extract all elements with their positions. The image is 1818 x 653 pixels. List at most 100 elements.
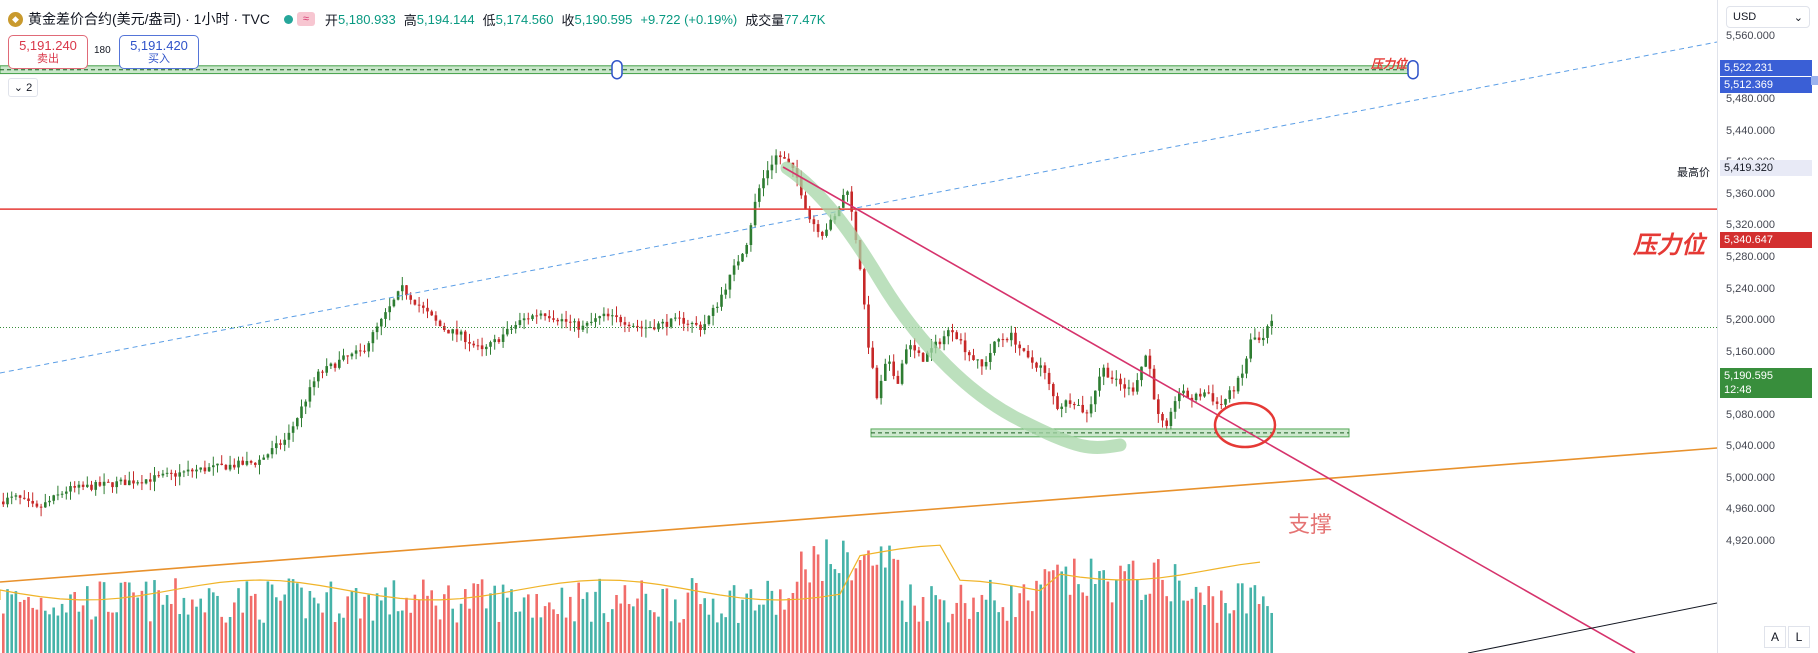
candle-body: [665, 321, 669, 327]
volume-bar: [1052, 570, 1055, 653]
close-label: 收: [561, 12, 575, 28]
chart-canvas[interactable]: ◆ 黄金差价合约(美元/盎司) · 1小时 · TVC ≈ 开 5,180.933…: [0, 0, 1717, 653]
volume-bar: [518, 611, 522, 653]
volume-bar: [590, 621, 593, 653]
candle-body: [115, 481, 118, 488]
volume-bar: [27, 597, 30, 653]
candle-body: [1031, 357, 1034, 363]
volume-bar: [909, 584, 912, 653]
volume-bar: [875, 564, 879, 653]
volume-bar: [321, 612, 324, 653]
volume-bar: [1220, 590, 1223, 653]
candle-body: [455, 329, 459, 335]
volume-bar: [644, 593, 648, 653]
candle-body: [728, 274, 732, 290]
volume-bar: [535, 594, 538, 653]
volume-bar: [963, 603, 967, 653]
buy-button[interactable]: 5,191.420 买入: [119, 35, 199, 69]
volume-bar: [716, 622, 719, 653]
candle-body: [770, 164, 774, 171]
sell-button[interactable]: 5,191.240 卖出: [8, 35, 88, 69]
candle-body: [921, 352, 925, 362]
candle-body: [1194, 393, 1198, 401]
candle-body: [447, 329, 450, 334]
price-tick-label: 5,320.000: [1726, 219, 1775, 232]
volume-bar: [686, 592, 690, 653]
volume-bar: [1144, 594, 1147, 653]
candle-body: [1026, 350, 1030, 358]
candle-body: [699, 324, 702, 331]
volume-bar: [128, 582, 131, 653]
volume-bar: [1131, 560, 1135, 653]
volume-bar: [115, 612, 118, 653]
candle-body: [191, 469, 194, 472]
volume-bar: [552, 609, 555, 653]
sell-label: 卖出: [37, 53, 59, 65]
candle-body: [241, 460, 244, 465]
candle-body: [1165, 420, 1168, 427]
candle-body: [10, 496, 13, 498]
interval: 1小时: [193, 11, 230, 27]
highest-tag: 5,419.320: [1720, 160, 1812, 176]
volume-bar: [388, 614, 391, 653]
volume-bar: [304, 618, 307, 653]
volume-bar: [359, 618, 362, 653]
candle-body: [884, 363, 887, 381]
volume-bar: [1228, 613, 1231, 653]
volume-bar: [375, 593, 379, 653]
candle-body: [653, 327, 656, 330]
candle-body: [854, 211, 858, 241]
volume-bar: [510, 589, 513, 653]
volume-bar: [745, 593, 748, 653]
volume-bar: [157, 590, 160, 653]
price-chart[interactable]: [0, 0, 1717, 653]
candle-body: [753, 201, 757, 226]
candle-body: [86, 484, 89, 487]
volume-bar: [564, 617, 568, 653]
currency-selector[interactable]: USD ⌄: [1726, 6, 1810, 28]
volume-bar: [107, 611, 110, 653]
symbol-title[interactable]: 黄金差价合约(美元/盎司) · 1小时 · TVC: [28, 11, 270, 27]
volume-bar: [417, 600, 421, 653]
volume-bar: [1035, 580, 1038, 653]
resistance-tag: 5,340.647: [1720, 232, 1812, 248]
candle-body: [1207, 392, 1210, 394]
volume-bar: [1001, 607, 1005, 653]
volume-bar: [94, 616, 97, 653]
bar-countdown: 12:48: [1724, 384, 1752, 396]
candle-body: [149, 479, 152, 482]
volume-bar: [220, 616, 223, 653]
volume-bar: [1236, 583, 1240, 653]
candle-body: [90, 484, 93, 490]
data-source: TVC: [241, 11, 270, 27]
candle-body: [1199, 393, 1202, 397]
candle-body: [1127, 387, 1131, 389]
candle-body: [997, 339, 1000, 342]
log-scale-button[interactable]: L: [1788, 626, 1810, 648]
candle-body: [648, 327, 652, 329]
candle-body: [346, 355, 349, 357]
price-axis[interactable]: USD ⌄ 5,560.0005,520.0005,480.0005,440.0…: [1717, 0, 1818, 653]
indicators-collapse-button[interactable]: ⌄ 2: [8, 78, 38, 97]
volume-bar: [438, 619, 442, 653]
candle-body: [140, 482, 144, 484]
candle-body: [980, 359, 984, 367]
candle-body: [1257, 337, 1261, 341]
volume-bar: [161, 604, 165, 653]
candle-body: [926, 352, 929, 362]
volume-bar: [489, 593, 492, 653]
candle-body: [531, 315, 534, 320]
candle-body: [132, 480, 135, 484]
candle-body: [216, 463, 219, 466]
volume-bar: [212, 592, 215, 653]
candle-body: [548, 316, 551, 319]
volume-bar: [1073, 558, 1076, 653]
volume-bar: [758, 604, 761, 653]
buy-price: 5,191.420: [130, 38, 188, 53]
candle-body: [758, 188, 761, 202]
candle-body: [380, 318, 383, 327]
candle-body: [270, 448, 274, 455]
auto-scale-button[interactable]: A: [1764, 626, 1786, 648]
volume-bar: [863, 554, 866, 653]
volume-bar: [1056, 564, 1059, 653]
